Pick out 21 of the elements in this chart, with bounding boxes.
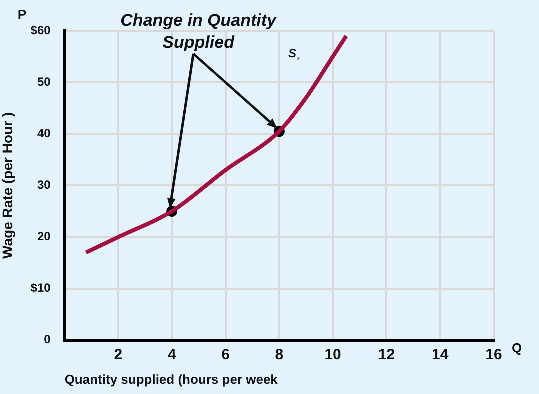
y-tick-label: 0 <box>44 332 52 347</box>
text: Q <box>512 340 522 356</box>
annotation: Change in Quantity Supplied <box>120 11 278 52</box>
x-tick-label: 8 <box>275 346 284 364</box>
x-tick-label: 12 <box>378 346 396 364</box>
y-tick-label: 40 <box>37 126 52 140</box>
x-tick-label: 2 <box>114 346 123 364</box>
x-tick-label: 4 <box>168 346 177 364</box>
x-tick-label: 6 <box>222 346 230 364</box>
y-tick-label: $60 <box>30 23 52 38</box>
x-tick-label: 10 <box>324 346 342 364</box>
y-tick-label: 30 <box>37 178 52 192</box>
y-axis-title: Wage Rate (per Hour ) <box>0 112 16 259</box>
text: P <box>18 7 27 22</box>
y-tick-label: $10 <box>30 281 52 296</box>
x-tick-label: 14 <box>432 346 450 364</box>
y-tick-label: 20 <box>37 230 52 244</box>
x-tick-label: 16 <box>486 346 502 364</box>
y-tick-label: 50 <box>37 74 52 89</box>
line-series <box>84 34 348 255</box>
x-axis-title: Quantity supplied (hours per week <box>64 372 279 387</box>
